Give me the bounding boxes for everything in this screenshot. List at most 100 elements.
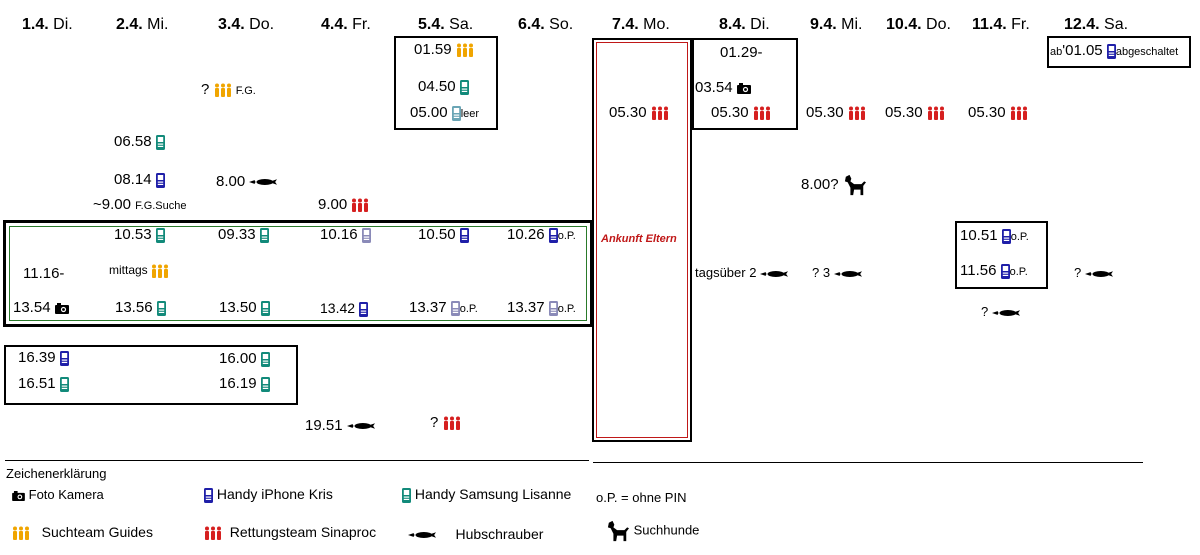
camera-icon: [737, 83, 751, 94]
helicopter-icon: [1085, 269, 1113, 279]
legend-iphone: Handy iPhone Kris: [216, 486, 333, 502]
entry-note: o.P.: [557, 230, 576, 242]
entry-time: 13.42: [320, 300, 356, 316]
samsung-phone-icon: [460, 80, 469, 95]
entry-time: mittags: [109, 263, 148, 277]
box-ankunft-inner: [596, 42, 688, 438]
guides-icon: [456, 43, 474, 57]
entry-time: 10.53: [114, 226, 152, 243]
day-header: 8.4. Di.: [719, 16, 770, 33]
entry-time: 01.59: [414, 41, 452, 58]
legend-camera: Foto Kamera: [28, 487, 104, 502]
helicopter-icon: [760, 269, 788, 279]
divider: [593, 462, 1143, 463]
entry-time: 05.30: [885, 104, 923, 121]
day-header: 1.4. Di.: [22, 16, 73, 33]
rescue-team-icon: [651, 106, 669, 120]
helicopter-icon: [834, 269, 862, 279]
box-ankunft-outer: [592, 38, 692, 442]
samsung-phone-icon: [260, 228, 269, 243]
day-header: 11.4. Fr.: [972, 16, 1030, 33]
entry-note: o.P.: [557, 303, 576, 315]
entry-time: ?: [430, 414, 439, 431]
helicopter-icon: [347, 421, 375, 431]
guides-icon: [12, 526, 30, 540]
entry-time: 03.54: [695, 79, 733, 96]
entry-time: 05.30: [806, 104, 844, 121]
entry-time: 13.56: [115, 299, 153, 316]
iphone-icon: [60, 351, 69, 366]
samsung-phone-icon: [261, 301, 270, 316]
entry-time: 13.37: [409, 299, 447, 316]
entry-time: 11.56: [960, 262, 997, 279]
entry-note: ab: [1050, 46, 1063, 58]
rescue-team-icon: [443, 416, 461, 430]
entry-time: ?: [981, 304, 989, 319]
iphone-icon: [460, 228, 469, 243]
camera-icon: [12, 491, 25, 501]
samsung-phone-icon: [156, 228, 165, 243]
entry-time: 05.30: [968, 104, 1006, 121]
iphone-icon: [359, 302, 368, 317]
entry-time: ~9.00: [93, 196, 131, 213]
rescue-team-icon: [848, 106, 866, 120]
day-header: 4.4. Fr.: [321, 16, 371, 33]
entry-time: 04.50: [418, 78, 456, 95]
samsung-phone-icon: [452, 106, 461, 121]
entry-time: 16.19: [219, 375, 257, 392]
entry-time: 06.58: [114, 133, 152, 150]
helicopter-icon: [249, 177, 277, 187]
rescue-team-icon: [753, 106, 771, 120]
legend-samsung: Handy Samsung Lisanne: [414, 486, 572, 502]
samsung-phone-icon: [156, 135, 165, 150]
samsung-phone-icon: [60, 377, 69, 392]
dog-icon: [606, 520, 630, 542]
entry-note: F.G.: [235, 85, 256, 97]
guides-icon: [214, 83, 232, 97]
rescue-team-icon: [204, 526, 222, 540]
entry-time: 9.00: [318, 196, 348, 213]
ankunft-eltern-label: Ankunft Eltern: [601, 233, 677, 245]
entry-time: ? 3: [812, 265, 831, 280]
box-8-4-night: [692, 38, 798, 130]
iphone-icon: [1001, 264, 1010, 279]
legend-rescue: Rettungsteam Sinaproc: [229, 524, 377, 540]
iphone-icon: [156, 173, 165, 188]
box-11-4: [955, 221, 1048, 289]
entry-time: 19.51: [305, 417, 343, 434]
entry-note: leer: [460, 108, 480, 120]
rescue-team-icon: [1010, 106, 1028, 120]
entry-time: 13.54: [13, 299, 51, 316]
iphone-icon: [204, 488, 213, 503]
iphone-icon: [1002, 229, 1011, 244]
helicopter-icon: [408, 530, 436, 540]
legend-dogs: Suchhunde: [633, 522, 700, 538]
box-afternoon: [4, 345, 298, 405]
day-header: 10.4. Do.: [886, 16, 951, 33]
samsung-phone-icon: [157, 301, 166, 316]
entry-note: F.G.Suche: [135, 200, 187, 212]
day-header: 12.4. Sa.: [1064, 16, 1129, 33]
guides-icon: [151, 264, 169, 278]
entry-time: 8.00?: [801, 175, 839, 193]
entry-note: o.P.: [1009, 266, 1028, 278]
legend-op: o.P. = ohne PIN: [596, 490, 687, 505]
day-header: 9.4. Mi.: [810, 16, 863, 33]
box-5-4-night: [394, 36, 498, 130]
entry-time: ?: [201, 81, 210, 98]
camera-icon: [55, 303, 69, 314]
legend-heli: Hubschrauber: [455, 526, 544, 542]
iphone-icon: [451, 301, 460, 316]
day-header: 6.4. So.: [518, 16, 574, 33]
entry-time: 16.00: [219, 350, 257, 367]
entry-time: 01.29-: [720, 44, 763, 61]
entry-time: 10.50: [418, 226, 456, 243]
entry-time: tagsüber 2: [695, 265, 757, 280]
box-12-4: [1047, 36, 1191, 68]
iphone-icon: [549, 301, 558, 316]
entry-time: 10.51: [960, 227, 998, 244]
day-header: 7.4. Mo.: [612, 16, 670, 33]
entry-time: 16.51: [18, 375, 56, 392]
entry-time: 05.00: [410, 104, 448, 121]
entry-time: 13.37: [507, 299, 545, 316]
